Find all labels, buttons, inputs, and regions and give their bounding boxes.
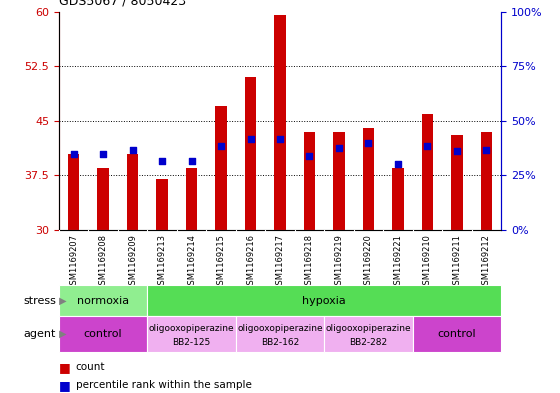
Point [305, 152, 314, 159]
Text: control: control [84, 329, 122, 339]
Bar [68, 154, 80, 230]
Text: count: count [76, 362, 105, 373]
Text: GSM1169215: GSM1169215 [217, 234, 226, 290]
Text: normoxia: normoxia [77, 296, 129, 306]
Text: ▶: ▶ [56, 329, 67, 339]
Bar [333, 132, 345, 230]
Point [364, 140, 373, 146]
Point [99, 151, 108, 157]
Text: ■: ■ [59, 361, 71, 374]
Text: stress: stress [23, 296, 56, 306]
Text: GSM1169216: GSM1169216 [246, 234, 255, 290]
Bar [236, 316, 324, 352]
Text: GSM1169220: GSM1169220 [364, 234, 373, 290]
Point [187, 158, 196, 164]
Bar [147, 285, 501, 316]
Text: GSM1169218: GSM1169218 [305, 234, 314, 290]
Bar [274, 15, 286, 230]
Bar [156, 179, 168, 230]
Text: GSM1169219: GSM1169219 [334, 234, 343, 290]
Text: oligooxopiperazine: oligooxopiperazine [149, 324, 234, 333]
Text: GSM1169207: GSM1169207 [69, 234, 78, 290]
Text: GSM1169212: GSM1169212 [482, 234, 491, 290]
Bar [422, 114, 433, 230]
Point [452, 148, 461, 154]
Bar [185, 168, 198, 230]
Bar [59, 316, 147, 352]
Text: hypoxia: hypoxia [302, 296, 346, 306]
Bar [324, 316, 413, 352]
Text: GSM1169213: GSM1169213 [157, 234, 166, 290]
Bar [245, 77, 256, 230]
Text: GSM1169221: GSM1169221 [394, 234, 403, 290]
Bar [127, 154, 138, 230]
Text: GSM1169211: GSM1169211 [452, 234, 461, 290]
Bar [304, 132, 315, 230]
Text: oligooxopiperazine: oligooxopiperazine [326, 324, 411, 333]
Bar [97, 168, 109, 230]
Text: GSM1169217: GSM1169217 [276, 234, 284, 290]
Text: control: control [438, 329, 476, 339]
Point [246, 136, 255, 142]
Point [157, 158, 166, 164]
Text: oligooxopiperazine: oligooxopiperazine [237, 324, 323, 333]
Bar [59, 285, 147, 316]
Text: GSM1169209: GSM1169209 [128, 234, 137, 290]
Bar [480, 132, 492, 230]
Text: BB2-162: BB2-162 [261, 338, 299, 347]
Point [334, 145, 343, 152]
Text: GSM1169214: GSM1169214 [187, 234, 196, 290]
Bar [215, 106, 227, 230]
Bar [147, 316, 236, 352]
Bar [392, 168, 404, 230]
Text: percentile rank within the sample: percentile rank within the sample [76, 380, 251, 390]
Text: agent: agent [24, 329, 56, 339]
Point [423, 143, 432, 149]
Point [482, 147, 491, 153]
Point [276, 136, 284, 142]
Bar [413, 316, 501, 352]
Bar [451, 135, 463, 230]
Text: GSM1169208: GSM1169208 [99, 234, 108, 290]
Text: BB2-125: BB2-125 [172, 338, 211, 347]
Point [69, 151, 78, 157]
Text: GDS5067 / 8050423: GDS5067 / 8050423 [59, 0, 186, 8]
Point [128, 147, 137, 153]
Bar [362, 128, 375, 230]
Text: GSM1169210: GSM1169210 [423, 234, 432, 290]
Text: ■: ■ [59, 378, 71, 392]
Point [217, 143, 226, 149]
Text: BB2-282: BB2-282 [349, 338, 388, 347]
Point [394, 161, 403, 167]
Text: ▶: ▶ [56, 296, 67, 306]
